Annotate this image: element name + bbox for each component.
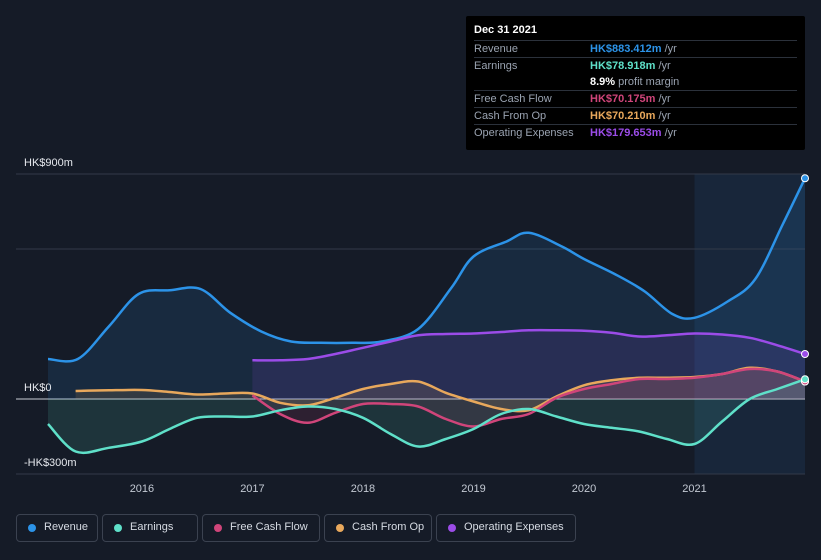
x-tick-label: 2016 xyxy=(130,483,154,495)
legend-label: Earnings xyxy=(130,521,174,533)
legend-dot-icon xyxy=(448,524,456,532)
y-tick-label: HK$900m xyxy=(24,157,73,169)
endpoint-earnings xyxy=(801,375,809,384)
area-operating-expenses xyxy=(252,330,805,399)
legend-item-revenue[interactable]: Revenue xyxy=(16,514,98,542)
y-tick-label: HK$0 xyxy=(24,382,52,394)
area-revenue xyxy=(48,178,805,399)
legend-dot-icon xyxy=(28,524,36,532)
line-operating-expenses xyxy=(252,328,806,362)
forecast-shade xyxy=(694,174,805,474)
tooltip-row-fcf: Free Cash Flow HK$70.175m /yr xyxy=(466,90,805,107)
legend-label: Operating Expenses xyxy=(464,521,564,533)
legend-item-cash-from-op[interactable]: Cash From Op xyxy=(324,514,432,542)
tooltip-row-revenue: Revenue HK$883.412m /yr xyxy=(466,40,805,57)
x-tick-label: 2019 xyxy=(461,483,485,495)
tooltip-divider xyxy=(474,57,797,58)
area-earnings xyxy=(48,379,805,453)
legend-item-earnings[interactable]: Earnings xyxy=(102,514,198,542)
x-tick-label: 2017 xyxy=(240,483,264,495)
tooltip-label: Cash From Op xyxy=(474,110,547,122)
tooltip-divider xyxy=(474,90,797,91)
legend-label: Cash From Op xyxy=(352,521,425,533)
tooltip-row-earnings: Earnings HK$78.918m /yr xyxy=(466,57,805,74)
tooltip-value: HK$70.175m /yr xyxy=(590,93,671,105)
legend-item-operating-expenses[interactable]: Operating Expenses xyxy=(436,514,576,542)
tooltip-date: Dec 31 2021 xyxy=(474,24,537,36)
financial-chart: HK$900m HK$0 -HK$300m 2016 2017 2018 2019 2020… xyxy=(16,157,809,495)
tooltip-value: 8.9% profit margin xyxy=(590,76,680,88)
tooltip-value: HK$78.918m /yr xyxy=(590,60,671,72)
grid-lines xyxy=(16,173,805,475)
y-axis-labels: HK$900m HK$0 -HK$300m xyxy=(24,157,77,469)
area-free-cash-flow xyxy=(252,368,805,427)
endpoint-revenue xyxy=(801,174,809,183)
tooltip-label: Operating Expenses xyxy=(474,127,574,139)
tooltip-divider xyxy=(474,40,797,41)
tooltip-row-opex: Operating Expenses HK$179.653m /yr xyxy=(466,124,805,141)
x-tick-label: 2018 xyxy=(351,483,375,495)
tooltip-divider xyxy=(474,107,797,108)
tooltip-panel: Dec 31 2021 Revenue HK$883.412m /yr Earn… xyxy=(466,16,805,150)
tooltip-value: HK$179.653m /yr xyxy=(590,127,677,139)
legend-dot-icon xyxy=(336,524,344,532)
x-tick-label: 2021 xyxy=(682,483,706,495)
line-earnings xyxy=(47,378,806,455)
tooltip-divider xyxy=(474,124,797,125)
tooltip-label: Revenue xyxy=(474,43,519,55)
endpoint-operating-expenses xyxy=(801,350,809,358)
legend-label: Revenue xyxy=(44,521,89,533)
series-lines xyxy=(47,177,807,455)
legend-label: Free Cash Flow xyxy=(230,521,308,533)
line-revenue xyxy=(47,177,807,363)
x-axis-labels: 2016 2017 2018 2019 2020 2021 xyxy=(130,483,707,495)
tooltip-value: HK$70.210m /yr xyxy=(590,110,671,122)
tooltip-label: Free Cash Flow xyxy=(474,93,552,105)
legend-item-free-cash-flow[interactable]: Free Cash Flow xyxy=(202,514,320,542)
series-end-markers xyxy=(801,174,809,386)
series-areas xyxy=(48,178,806,453)
tooltip-row-cfo: Cash From Op HK$70.210m /yr xyxy=(466,107,805,124)
tooltip-label: Earnings xyxy=(474,60,518,72)
legend-dot-icon xyxy=(214,524,222,532)
y-tick-label: -HK$300m xyxy=(24,457,77,469)
legend-dot-icon xyxy=(114,524,122,532)
tooltip-value: HK$883.412m /yr xyxy=(590,43,677,55)
x-tick-label: 2020 xyxy=(572,483,596,495)
tooltip-row-margin: 8.9% profit margin xyxy=(466,73,805,90)
